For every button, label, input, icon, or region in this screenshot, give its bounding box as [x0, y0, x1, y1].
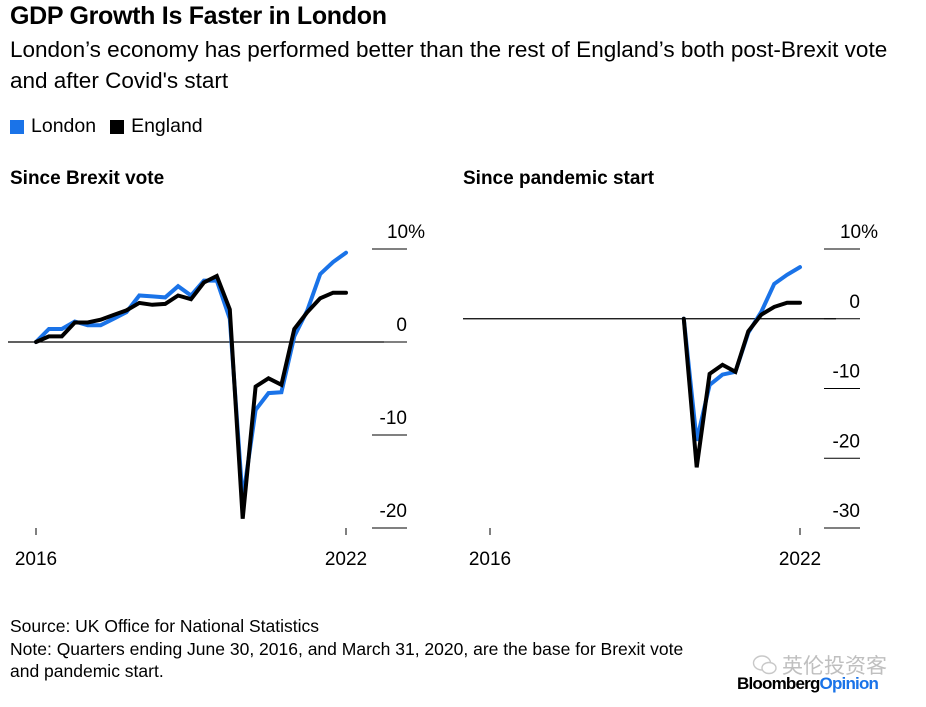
footer: Source: UK Office for National Statistic… [10, 615, 700, 683]
brexit-ytick-label: 10% [387, 222, 425, 243]
pandemic-ytick-label: 10% [840, 222, 878, 243]
watermark-text: 英伦投资客 [782, 655, 887, 678]
pandemic-ytick-label: -20 [833, 431, 860, 452]
legend: London England [10, 115, 203, 138]
pandemic-xtick-label: 2016 [469, 549, 511, 570]
legend-swatch-london [10, 119, 24, 134]
source-note: Source: UK Office for National Statistic… [10, 616, 319, 636]
legend-swatch-england [110, 119, 125, 134]
footnote: Note: Quarters ending June 30, 2016, and… [10, 638, 684, 682]
pandemic-xtick-label: 2022 [779, 549, 821, 570]
wechat-icon [752, 655, 777, 675]
legend-label-england: England [131, 115, 203, 137]
brand-name: Bloomberg [737, 674, 820, 693]
legend-item-london: London [10, 115, 96, 138]
brexit-ytick-label: -20 [380, 501, 407, 522]
watermark: 英伦投资客 [752, 650, 887, 680]
brexit-xtick-label: 2022 [325, 549, 367, 570]
brexit-series-england [34, 273, 348, 519]
panel-title-pandemic: Since pandemic start [463, 168, 655, 189]
panel-title-brexit: Since Brexit vote [10, 168, 165, 189]
brand-logo: BloombergOpinion [737, 674, 879, 694]
pandemic-ytick-label: -30 [833, 501, 860, 522]
pandemic-series-england [681, 300, 802, 468]
pandemic-ytick-label: -10 [833, 362, 860, 383]
brexit-series-london [34, 250, 348, 501]
brexit-ytick-label: -10 [380, 408, 407, 429]
chart-title: GDP Growth Is Faster in London [10, 2, 387, 30]
pandemic-ytick-label: 0 [849, 292, 860, 313]
legend-label-london: London [31, 115, 97, 137]
brexit-xtick-label: 2016 [15, 549, 57, 570]
brexit-ytick-label: 0 [396, 315, 407, 336]
legend-item-england: England [110, 115, 203, 138]
chart-subtitle: London’s economy has performed better th… [10, 37, 888, 93]
brand-suffix: Opinion [819, 674, 879, 693]
